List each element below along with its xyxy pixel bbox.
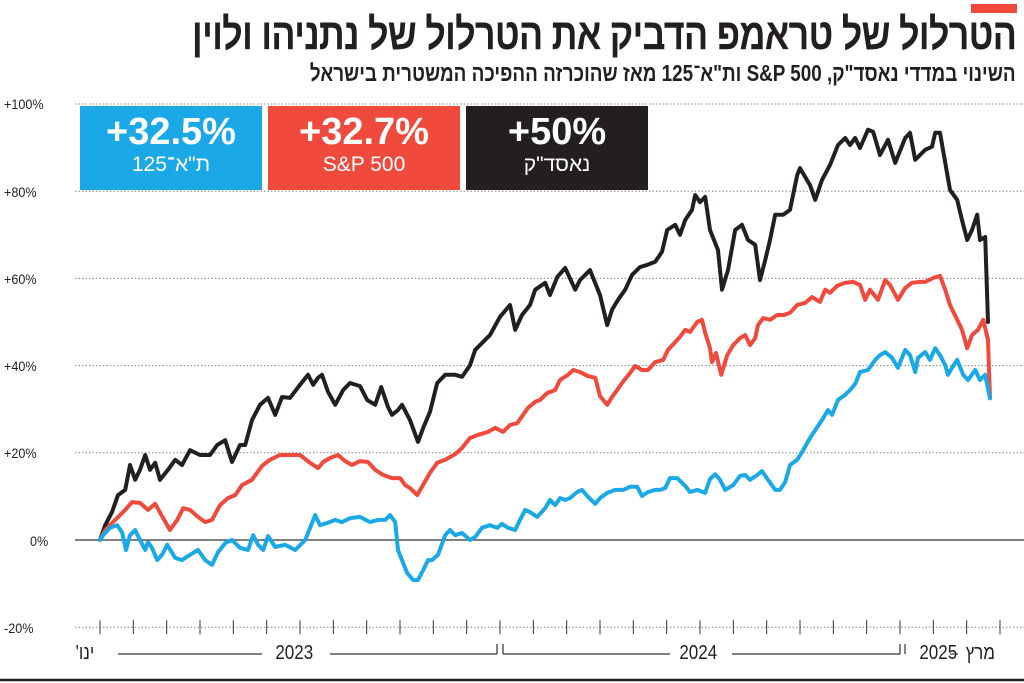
legend-name: S&P 500 [322, 153, 406, 176]
y-tick-label: +40% [4, 358, 37, 374]
y-tick-label: +100% [4, 96, 44, 112]
legend-name: ת"א־125 [131, 153, 211, 176]
chart-subtitle: השינוי במדדי נאסד"ק, S&P 500 ות"א־125 מא… [310, 60, 1016, 86]
series-line-0 [98, 127, 990, 542]
accent-bar [971, 4, 1017, 13]
x-label-start: ינו' [75, 642, 95, 664]
y-tick-label: -20% [4, 620, 34, 636]
x-label-end: מרץ [965, 642, 995, 664]
legend-ta125: +32.5% ת"א־125 [80, 106, 262, 190]
y-tick-label: +80% [4, 184, 37, 200]
year-bracket [496, 644, 906, 654]
y-tick-label: +60% [4, 271, 37, 287]
x-label-2025: 2025 [919, 642, 958, 664]
series-line-2 [98, 346, 992, 583]
y-tick-label: +20% [4, 445, 37, 461]
x-label-2023: 2023 [275, 642, 314, 664]
legend-name: נאסד"ק [523, 153, 591, 176]
legend-sp500: +32.7% S&P 500 [268, 106, 460, 190]
x-label-2024: 2024 [679, 642, 718, 664]
chart-title: הטרלול של טראמפ הדביק את הטרלול של נתניה… [191, 10, 1017, 59]
legend-value: +50% [507, 111, 607, 153]
legend-value: +32.7% [299, 111, 429, 153]
series-line-1 [98, 273, 992, 542]
y-tick-label: 0% [30, 533, 49, 549]
legend-nasdaq: +50% נאסד"ק [466, 106, 648, 190]
legend-value: +32.5% [106, 111, 236, 153]
